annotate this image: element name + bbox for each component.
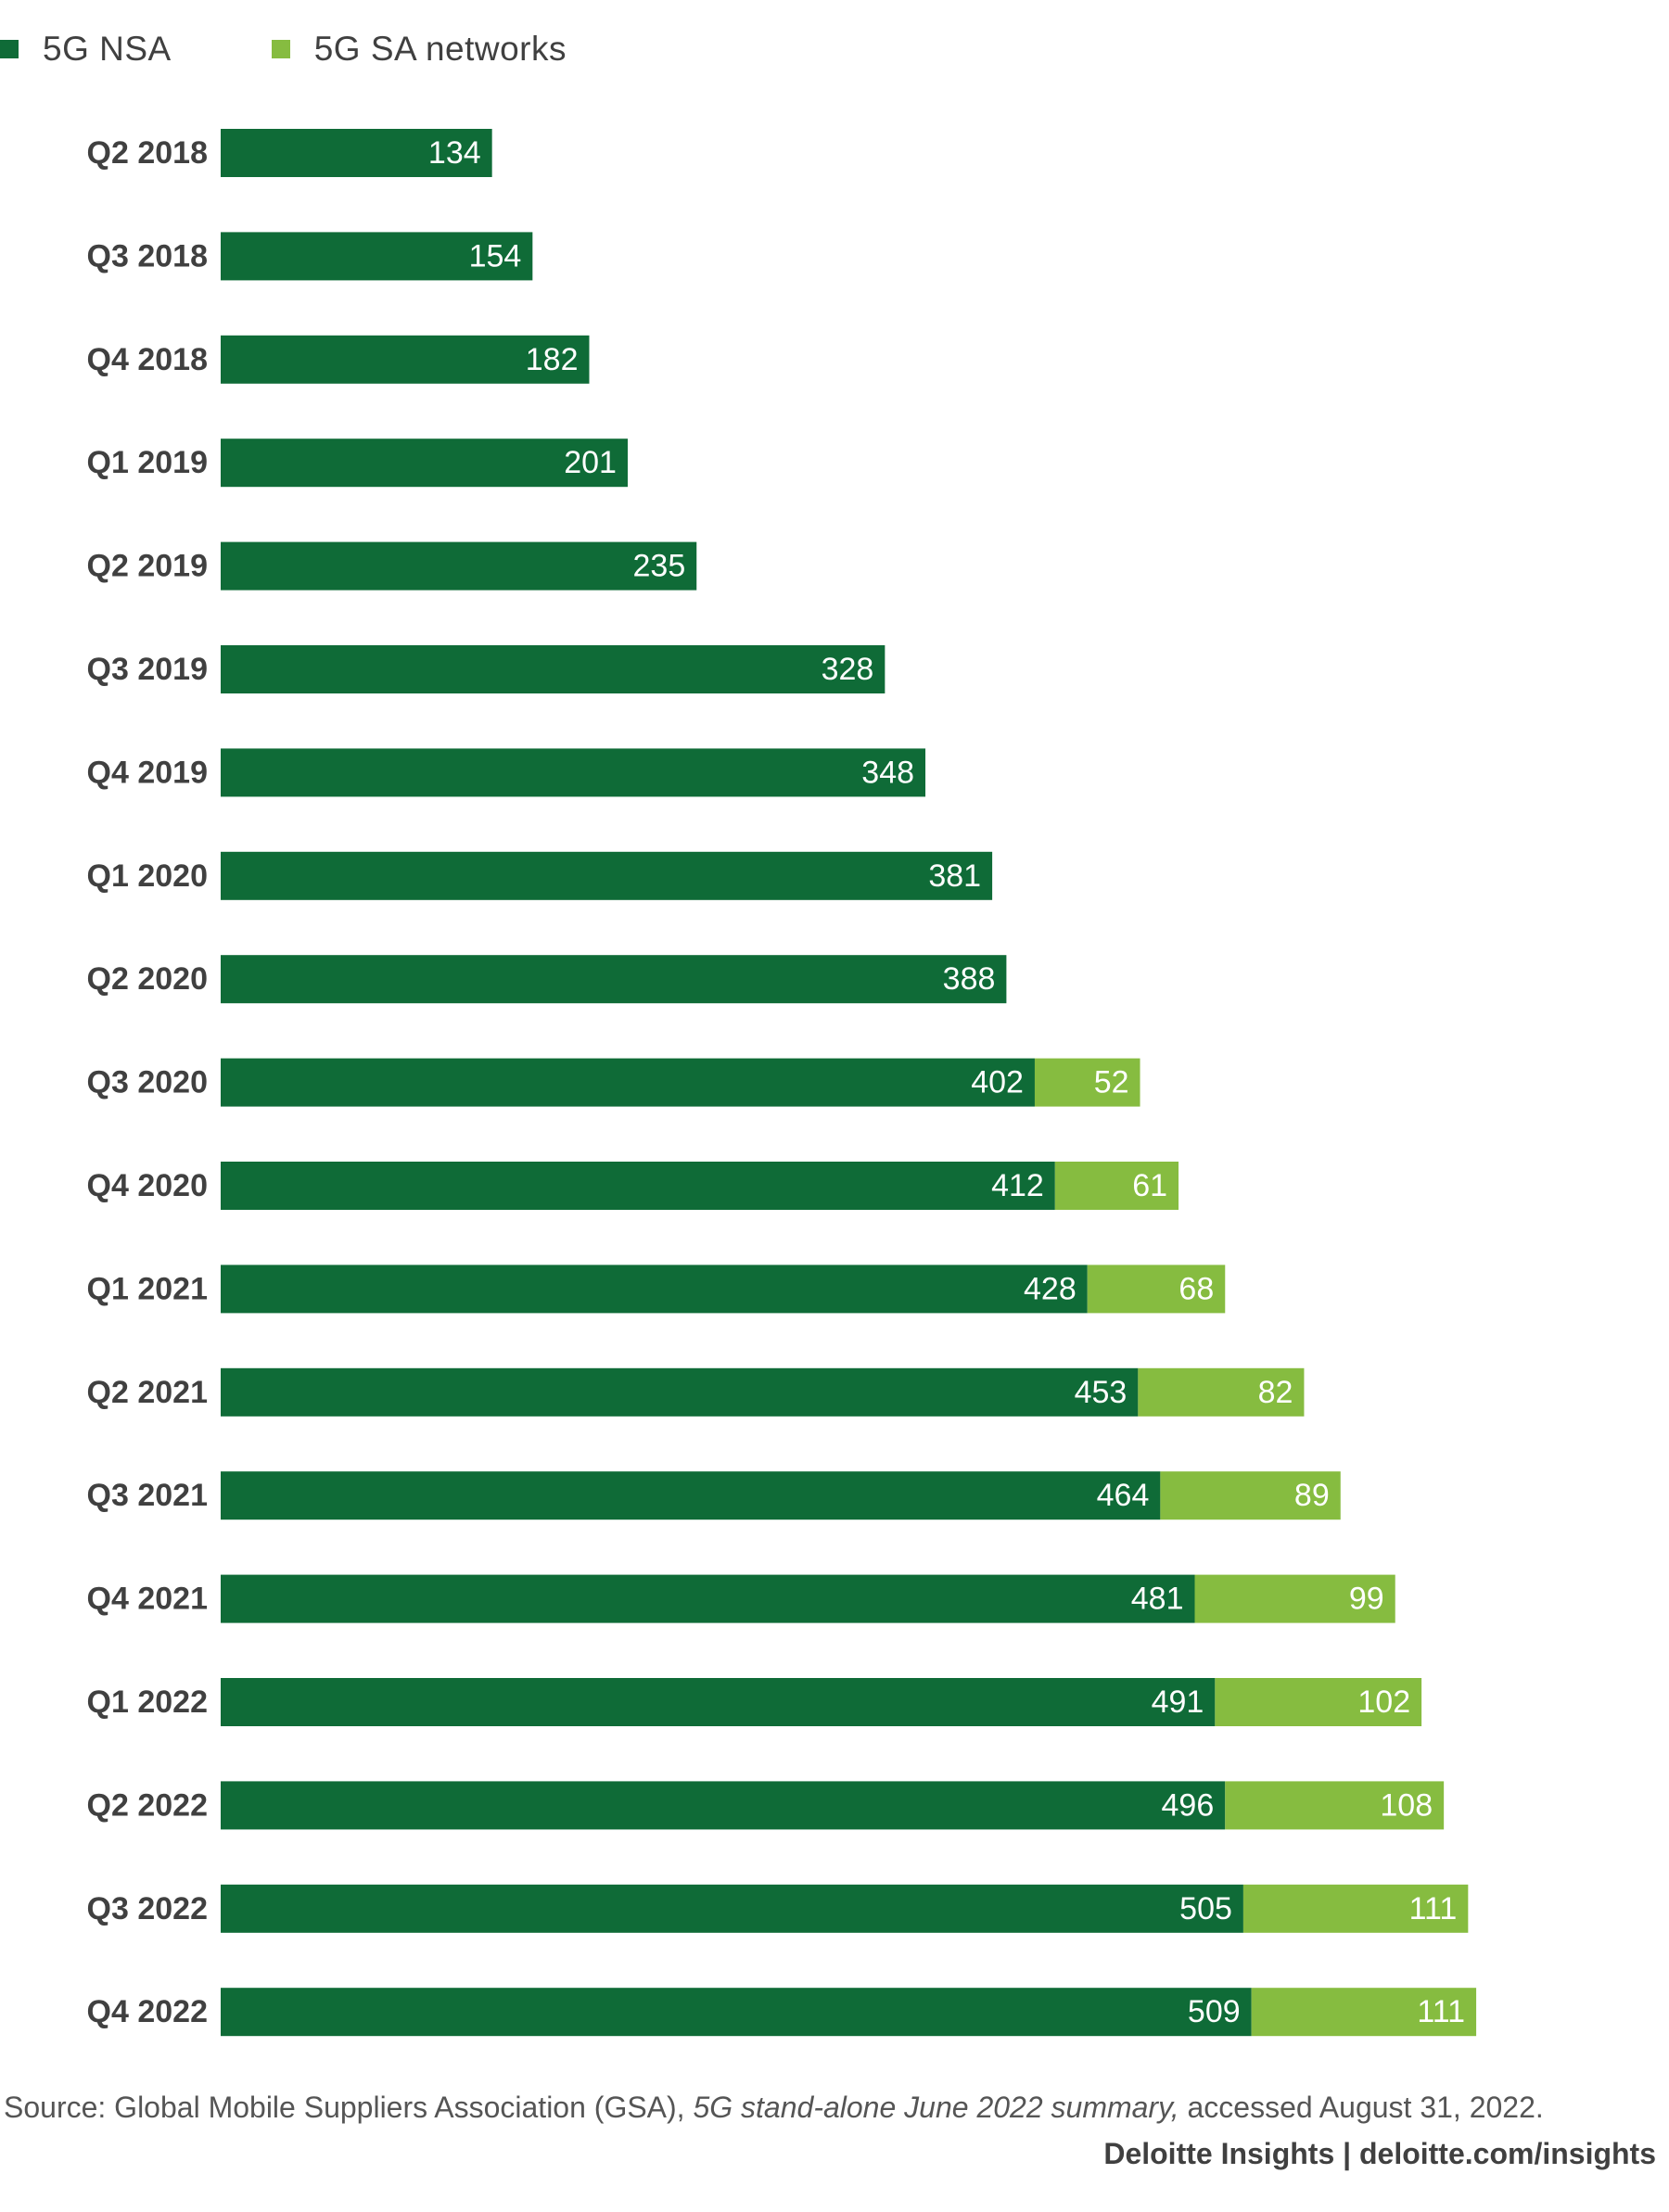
data-label-nsa: 134 [428, 135, 481, 171]
data-label-nsa: 328 [822, 652, 874, 687]
data-label-nsa: 428 [1024, 1271, 1077, 1306]
bar-segment-nsa [221, 1884, 1243, 1933]
category-label: Q2 2018 [87, 135, 208, 171]
data-label-nsa: 402 [971, 1065, 1024, 1100]
bar-segment-sa [1215, 1678, 1422, 1726]
data-label-sa: 89 [1294, 1478, 1330, 1513]
data-label-nsa: 509 [1188, 1994, 1241, 2029]
legend-label-sa: 5G SA networks [313, 30, 567, 68]
source-note: Source: Global Mobile Suppliers Associat… [4, 2091, 1544, 2125]
data-label-nsa: 182 [526, 342, 579, 377]
data-label-nsa: 491 [1152, 1684, 1204, 1720]
bar-segment-sa [1138, 1367, 1305, 1417]
bar-segment-nsa [221, 1574, 1195, 1623]
bar-segment-sa [1194, 1574, 1395, 1623]
legend-item-sa: 5G SA networks [271, 30, 567, 69]
data-label-nsa: 235 [633, 549, 686, 584]
data-label-nsa: 388 [943, 961, 996, 997]
bar-segment-nsa [221, 232, 533, 281]
category-label: Q1 2019 [87, 445, 208, 480]
data-label-sa: 61 [1132, 1168, 1167, 1203]
bar-segment-sa [1054, 1162, 1179, 1210]
bar-segment-nsa [221, 541, 697, 591]
category-label: Q2 2020 [87, 961, 208, 997]
data-label-nsa: 201 [564, 445, 617, 480]
category-label: Q2 2019 [87, 549, 208, 584]
bar-segment-sa [1225, 1781, 1445, 1830]
data-label-nsa: 453 [1075, 1375, 1128, 1410]
data-label-nsa: 464 [1097, 1478, 1150, 1513]
stacked-bar-chart: Q2 2018 134 Q3 2018 154 Q4 2018 182 Q1 2019 201… [87, 129, 1477, 2037]
legend-swatch-nsa [0, 40, 19, 58]
bar-segment-sa [1034, 1058, 1140, 1107]
data-label-sa: 111 [1409, 1891, 1458, 1926]
bar-segment-sa [1251, 1988, 1477, 2037]
data-label-sa: 52 [1094, 1065, 1129, 1100]
data-label-sa: 99 [1349, 1582, 1384, 1617]
category-label: Q4 2020 [87, 1168, 208, 1203]
data-label-nsa: 412 [991, 1168, 1044, 1203]
data-label-sa: 102 [1357, 1684, 1410, 1720]
bar-segment-nsa [221, 1988, 1252, 2037]
category-label: Q1 2021 [87, 1271, 208, 1306]
bar-segment-nsa [221, 1471, 1161, 1520]
category-label: Q1 2022 [87, 1684, 208, 1720]
bar-segment-nsa [221, 1367, 1139, 1417]
legend: 5G NSA 5G SA networks [0, 26, 667, 72]
data-label-sa: 111 [1417, 1994, 1465, 2029]
category-label: Q1 2020 [87, 858, 208, 894]
bar-segment-nsa [221, 439, 628, 488]
bar-segment-nsa [221, 1678, 1216, 1726]
category-label: Q2 2022 [87, 1787, 208, 1823]
category-label: Q3 2019 [87, 652, 208, 687]
data-label-nsa: 348 [861, 755, 914, 790]
bar-segment-sa [1242, 1884, 1469, 1933]
data-label-nsa: 481 [1131, 1582, 1184, 1617]
legend-swatch-sa [271, 40, 290, 58]
data-label-nsa: 154 [469, 238, 522, 273]
legend-item-nsa: 5G NSA [0, 30, 172, 69]
category-label: Q3 2020 [87, 1065, 208, 1100]
bar-segment-nsa [221, 1265, 1088, 1314]
bar-segment-nsa [221, 851, 993, 900]
bar-segment-nsa [221, 748, 926, 797]
bar-segment-nsa [221, 1162, 1055, 1210]
category-label: Q4 2022 [87, 1994, 208, 2029]
legend-label-nsa: 5G NSA [43, 30, 172, 68]
bar-segment-sa [1087, 1265, 1226, 1314]
bar-segment-nsa [221, 955, 1007, 1004]
bar-segment-nsa [221, 1058, 1035, 1107]
category-label: Q4 2021 [87, 1582, 208, 1617]
category-label: Q2 2021 [87, 1375, 208, 1410]
bar-segment-nsa [221, 1781, 1226, 1830]
category-label: Q3 2022 [87, 1891, 208, 1926]
credit-line: Deloitte Insights | deloitte.com/insight… [1103, 2137, 1656, 2170]
category-label: Q4 2019 [87, 755, 208, 790]
category-label: Q3 2018 [87, 238, 208, 273]
source-suffix: accessed August 31, 2022. [1178, 2091, 1544, 2124]
bar-segment-sa [1160, 1471, 1341, 1520]
bar-segment-nsa [221, 335, 590, 384]
bar-segment-nsa [221, 645, 885, 693]
data-label-nsa: 496 [1162, 1787, 1215, 1823]
data-label-sa: 82 [1258, 1375, 1293, 1410]
bar-segment-nsa [221, 129, 492, 177]
category-label: Q4 2018 [87, 342, 208, 377]
source-title: 5G stand-alone June 2022 summary, [693, 2091, 1179, 2124]
data-label-sa: 108 [1380, 1787, 1433, 1823]
data-label-nsa: 505 [1179, 1891, 1232, 1926]
data-label-nsa: 381 [928, 858, 981, 894]
category-label: Q3 2021 [87, 1478, 208, 1513]
source-prefix: Source: Global Mobile Suppliers Associat… [4, 2091, 694, 2124]
data-label-sa: 68 [1178, 1271, 1214, 1306]
